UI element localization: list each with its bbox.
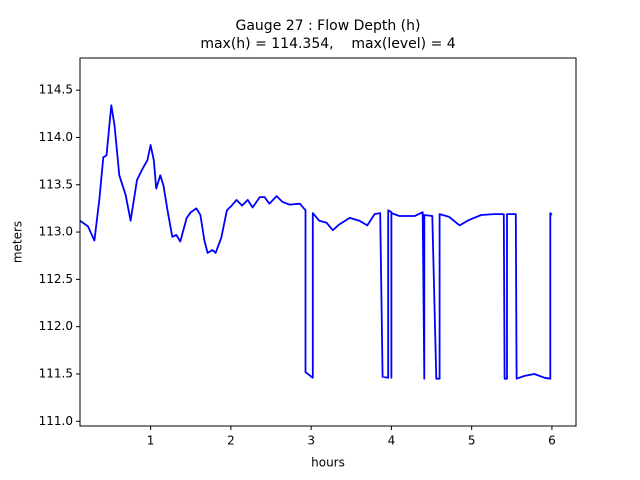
y-tick-label: 114.0 [39, 130, 73, 144]
y-tick-label: 113.5 [39, 177, 73, 191]
y-tick-label: 114.5 [39, 83, 73, 97]
chart-title: Gauge 27 : Flow Depth (h) [236, 18, 421, 34]
y-axis-label: meters [11, 221, 25, 263]
data-line [80, 104, 553, 380]
x-tick-label: 4 [388, 434, 396, 448]
x-axis-label: hours [311, 456, 345, 470]
y-tick-label: 113.0 [39, 225, 73, 239]
x-tick-label: 3 [307, 434, 315, 448]
x-tick-label: 1 [147, 434, 155, 448]
y-tick-label: 111.5 [39, 366, 73, 380]
x-tick-label: 5 [468, 434, 476, 448]
y-tick-label: 112.5 [39, 272, 73, 286]
x-tick-label: 6 [548, 434, 556, 448]
y-tick-label: 111.0 [39, 414, 73, 428]
plot-frame [79, 57, 577, 427]
chart-subtitle: max(h) = 114.354, max(level) = 4 [200, 36, 455, 52]
x-tick-label: 2 [227, 434, 235, 448]
y-tick-label: 112.0 [39, 319, 73, 333]
